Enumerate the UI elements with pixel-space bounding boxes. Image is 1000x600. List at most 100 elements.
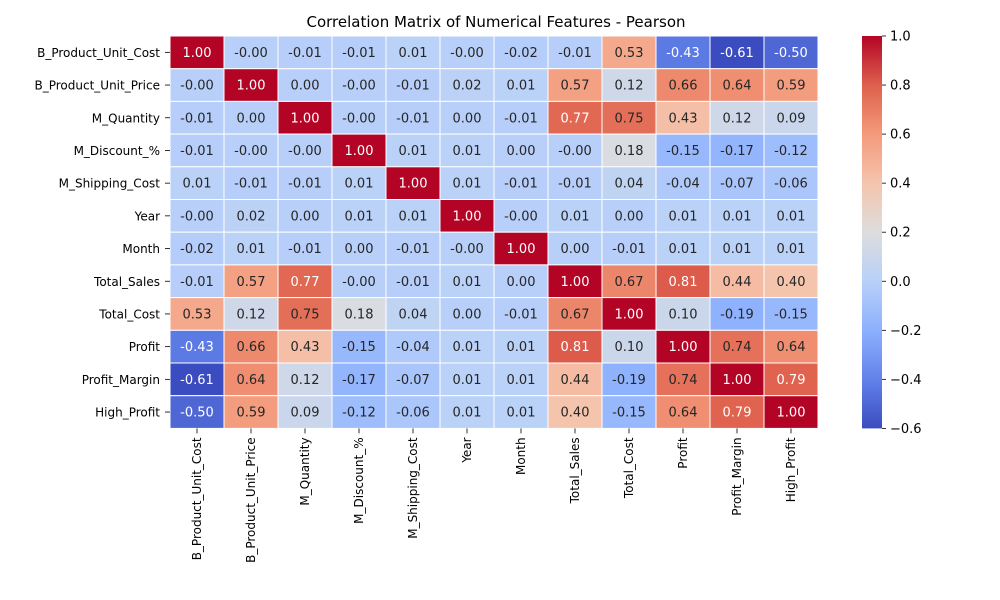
- cell-value-label: 0.00: [507, 275, 536, 290]
- cell-value-label: 0.00: [237, 111, 266, 126]
- cell-value-label: -0.12: [774, 144, 808, 159]
- heatmap-cell: [223, 297, 279, 331]
- cell-value-label: 0.09: [777, 111, 806, 126]
- cell-value-label: -0.01: [180, 111, 214, 126]
- cell-value-label: 0.66: [669, 79, 698, 94]
- cell-value-label: 0.02: [453, 79, 482, 94]
- cell-value-label: 0.00: [561, 242, 590, 257]
- heatmap-cell: [601, 199, 657, 233]
- heatmap-cell: [385, 264, 441, 299]
- heatmap-cell: [331, 329, 387, 364]
- heatmap-cell: [547, 35, 603, 70]
- cell-value-label: -0.12: [342, 406, 376, 421]
- heatmap-cell: [763, 297, 819, 331]
- cell-value-label: -0.00: [450, 242, 484, 257]
- cell-value-label: 0.01: [723, 209, 752, 224]
- heatmap-cell: [655, 35, 711, 70]
- cell-value-label: 0.00: [291, 79, 320, 94]
- cell-value-label: 0.53: [615, 46, 644, 61]
- heatmap-cell: [601, 231, 657, 266]
- heatmap-cell: [763, 395, 819, 429]
- heatmap-cell: [709, 395, 765, 429]
- heatmap-cell: [223, 395, 279, 429]
- heatmap-cell: [601, 133, 657, 168]
- y-tick-label: Profit_Margin: [82, 373, 160, 387]
- heatmap-cell: [439, 68, 495, 102]
- heatmap-cell: [493, 231, 549, 266]
- cell-value-label: -0.00: [234, 46, 268, 61]
- cell-value-label: 0.01: [453, 406, 482, 421]
- x-tick-labels: B_Product_Unit_Cost B_Product_Unit_Price M…: [190, 428, 798, 563]
- heatmap-cell: [763, 35, 819, 70]
- heatmap-cell: [547, 68, 603, 102]
- cell-value-label: -0.04: [396, 340, 430, 355]
- heatmap-cell: [277, 297, 333, 331]
- cell-value-label: -0.01: [396, 275, 430, 290]
- cell-value-label: 0.79: [723, 406, 752, 421]
- cell-value-label: 0.00: [453, 307, 482, 322]
- cell-value-label: 0.10: [669, 307, 698, 322]
- cell-value-label: 0.18: [615, 144, 644, 159]
- cell-value-label: -0.01: [288, 46, 322, 61]
- cell-value-label: 1.00: [507, 242, 536, 257]
- cell-value-label: 0.79: [777, 373, 806, 388]
- cell-value-label: 0.01: [507, 373, 536, 388]
- heatmap-cell: [709, 329, 765, 364]
- heatmap-cell: [439, 199, 495, 233]
- heatmap-cell: [547, 199, 603, 233]
- cell-value-label: 0.74: [723, 340, 752, 355]
- heatmap-cell: [385, 166, 441, 201]
- y-tick-label: B_Product_Unit_Cost: [37, 46, 160, 60]
- heatmap-cell: [655, 395, 711, 429]
- colorbar-tick-label: 0.0: [890, 275, 911, 290]
- heatmap-cell: [331, 297, 387, 331]
- cell-value-label: 0.01: [777, 209, 806, 224]
- x-tick-label: B_Product_Unit_Price: [244, 437, 258, 563]
- heatmap-cell: [655, 231, 711, 266]
- x-tick-label: M_Shipping_Cost: [406, 437, 420, 539]
- heatmap-cell: [439, 35, 495, 70]
- cell-value-label: 0.64: [723, 79, 752, 94]
- cell-value-label: -0.19: [720, 307, 754, 322]
- cell-value-label: 0.75: [615, 111, 644, 126]
- cell-value-label: 0.40: [777, 275, 806, 290]
- cell-value-label: -0.06: [774, 177, 808, 192]
- cell-value-label: 0.01: [507, 340, 536, 355]
- heatmap-cell: [169, 199, 225, 233]
- heatmap-cell: [709, 297, 765, 331]
- heatmap-cell: [439, 133, 495, 168]
- cell-value-label: -0.00: [180, 79, 214, 94]
- heatmap-cell: [709, 68, 765, 102]
- cell-value-label: 0.59: [777, 79, 806, 94]
- heatmap-cell: [763, 199, 819, 233]
- cell-value-label: -0.00: [288, 144, 322, 159]
- y-tick-label: Year: [134, 209, 160, 223]
- heatmap-cell: [331, 68, 387, 102]
- x-tick-label: B_Product_Unit_Cost: [190, 437, 204, 560]
- cell-value-label: 0.01: [345, 177, 374, 192]
- cell-value-label: 0.64: [669, 406, 698, 421]
- cell-value-label: -0.01: [504, 307, 538, 322]
- cell-value-label: -0.15: [666, 144, 700, 159]
- heatmap-cell: [763, 100, 819, 135]
- chart-title: Correlation Matrix of Numerical Features…: [306, 13, 685, 31]
- x-tick-label: Total_Sales: [568, 437, 582, 504]
- cell-value-label: -0.15: [774, 307, 808, 322]
- cell-value-label: 0.01: [507, 406, 536, 421]
- heatmap-cell: [331, 100, 387, 135]
- cell-value-label: 1.00: [723, 373, 752, 388]
- heatmap-cell: [493, 297, 549, 331]
- heatmap-cell: [385, 231, 441, 266]
- cell-value-label: 0.12: [723, 111, 752, 126]
- colorbar-tick-label: 0.2: [890, 226, 911, 241]
- cell-value-label: 0.12: [615, 79, 644, 94]
- heatmap-cell: [223, 362, 279, 397]
- cell-value-label: 0.66: [237, 340, 266, 355]
- cell-value-label: 0.18: [345, 307, 374, 322]
- cell-value-label: 0.00: [453, 111, 482, 126]
- colorbar-tick-label: 0.8: [890, 79, 911, 94]
- cell-value-label: -0.00: [450, 46, 484, 61]
- heatmap-cell: [763, 329, 819, 364]
- cell-value-label: 0.64: [237, 373, 266, 388]
- cell-value-label: 1.00: [561, 275, 590, 290]
